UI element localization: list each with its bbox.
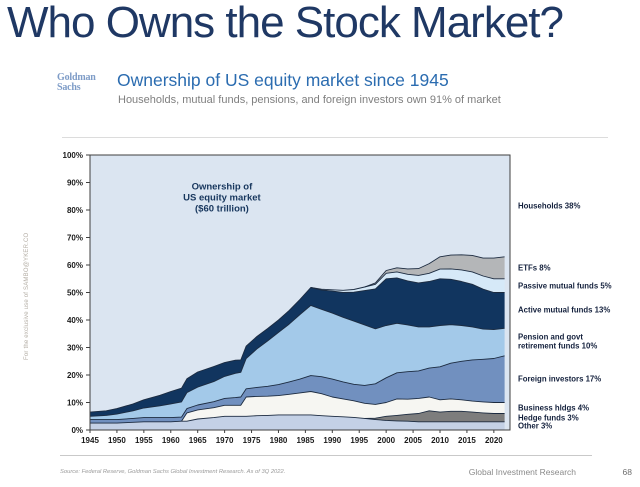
footer-brand: Global Investment Research xyxy=(468,467,576,477)
outline-foreign-investors xyxy=(90,355,505,421)
footer-page-number: 68 xyxy=(622,467,632,477)
source-note: Source: Federal Reserve, Goldman Sachs G… xyxy=(60,469,286,475)
x-tick-label: 1970 xyxy=(216,436,234,445)
area-hedge-funds xyxy=(90,410,505,424)
area-other xyxy=(90,414,505,430)
y-tick-label: 10% xyxy=(67,398,83,407)
outline-active-mutual-funds xyxy=(89,277,505,413)
area-active-mutual-funds xyxy=(90,277,505,417)
x-tick-label: 1980 xyxy=(270,436,288,445)
logo-line-1: Goldman xyxy=(57,72,96,83)
exclusive-use-watermark: For the exclusive use of SAMBO@YKER.CO xyxy=(24,232,30,360)
chart-subheading: Households, mutual funds, pensions, and … xyxy=(118,94,501,106)
y-tick-label: 100% xyxy=(63,151,83,160)
chart-annotation-line: US equity market xyxy=(183,192,261,203)
y-tick-label: 80% xyxy=(67,206,83,215)
x-tick-label: 1985 xyxy=(296,436,314,445)
x-tick-label: 1995 xyxy=(350,436,368,445)
chart-canvas: 0% 10% 20% 30% 40% 50% 60% 70% 80% 90% 100% 1945 195… xyxy=(63,151,511,445)
chart-annotation-line: ($60 trillion) xyxy=(195,203,249,214)
y-tick-label: 0% xyxy=(71,426,83,435)
page-title: Who Owns the Stock Market? xyxy=(7,0,564,47)
panel-top-divider xyxy=(62,137,608,138)
x-tick-label: 1965 xyxy=(189,436,207,445)
x-tick-label: 1955 xyxy=(135,436,153,445)
y-tick-label: 70% xyxy=(67,233,83,242)
y-tick-label: 40% xyxy=(67,316,83,325)
x-tick-label: 1960 xyxy=(162,436,180,445)
chart-heading: Ownership of US equity market since 1945 xyxy=(117,70,449,90)
y-tick-label: 20% xyxy=(67,371,83,380)
x-tick-label: 1945 xyxy=(81,436,99,445)
x-tick-label: 2010 xyxy=(431,436,449,445)
x-tick-label: 2000 xyxy=(377,436,395,445)
x-tick-label: 1975 xyxy=(243,436,261,445)
x-tick-label: 2015 xyxy=(458,436,476,445)
footer-divider xyxy=(60,455,592,456)
outline-pension-and-govt-retirement-funds xyxy=(89,304,505,417)
outline-other xyxy=(90,414,505,424)
logo-line-2: Sachs xyxy=(57,81,81,93)
chart-annotation-line: Ownership of xyxy=(192,181,254,192)
x-tick-label: 2020 xyxy=(485,436,503,445)
x-tick-label: 2005 xyxy=(404,436,422,445)
y-tick-label: 60% xyxy=(67,261,83,270)
outline-business-hldgs xyxy=(181,391,505,422)
stacked-area-chart: 0% 10% 20% 30% 40% 50% 60% 70% 80% 90% 100% 1945 195… xyxy=(55,146,640,458)
y-tick-label: 50% xyxy=(67,288,83,297)
y-tick-label: 90% xyxy=(67,178,83,187)
outline-passive-mutual-funds xyxy=(310,268,505,291)
goldman-sachs-logo: Goldman Sachs xyxy=(57,73,96,92)
area-pension-and-govt-retirement-funds xyxy=(90,305,505,420)
y-tick-label: 30% xyxy=(67,343,83,352)
outline-hedge-funds xyxy=(364,410,505,419)
x-tick-label: 1950 xyxy=(108,436,126,445)
outline-etfs xyxy=(364,254,505,288)
x-tick-label: 1990 xyxy=(323,436,341,445)
